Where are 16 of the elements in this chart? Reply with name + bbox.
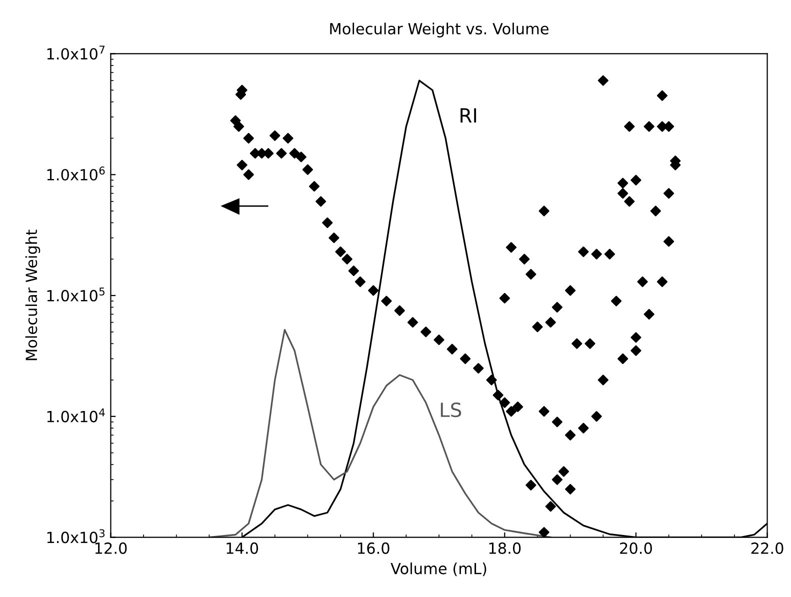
x-tick-label: 16.0: [358, 542, 390, 554]
y-tick-label: 1.0x10$^{4}$: [47, 408, 105, 422]
y-tick-label: 1.0x10$^{7}$: [47, 46, 104, 60]
x-tick-label: 22.0: [751, 542, 784, 554]
x-tick-label: 20.0: [620, 542, 652, 554]
y-axis-title: Molecular Weight: [25, 230, 40, 360]
x-axis-title: Volume (mL): [390, 562, 486, 576]
series-label: LS: [440, 402, 462, 418]
series-label: RI: [460, 108, 476, 122]
y-tick-label: 1.0x10$^{3}$: [47, 529, 105, 544]
y-tick-label: 1.0x10$^{6}$: [47, 166, 105, 181]
y-tick-label: 1.0x10$^{5}$: [47, 288, 104, 302]
x-tick-label: 12.0: [95, 542, 127, 554]
chart-title: Molecular Weight vs. Volume: [330, 22, 548, 38]
x-tick-label: 14.0: [226, 542, 258, 554]
x-tick-label: 18.0: [489, 542, 521, 554]
